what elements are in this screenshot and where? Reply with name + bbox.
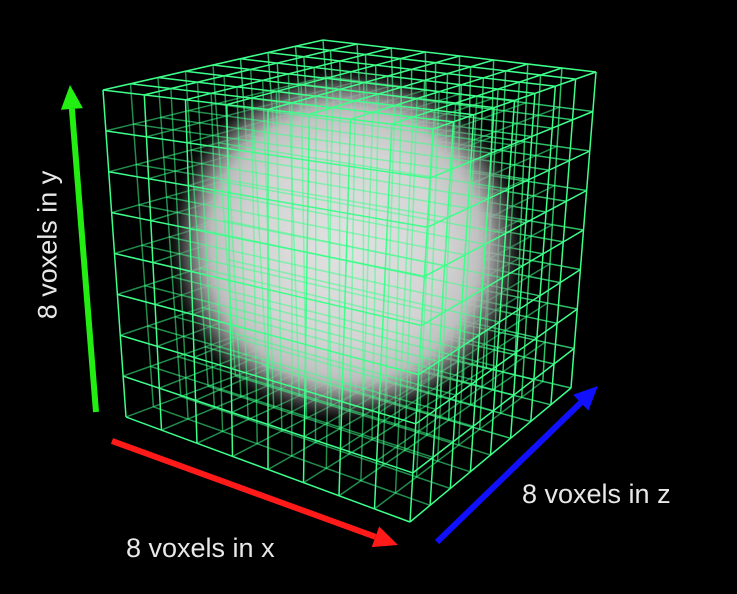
front-grid-lines — [102, 39, 597, 523]
grid-line-y — [360, 112, 374, 481]
grid-line-y — [338, 89, 341, 430]
grid-line-z — [415, 308, 578, 425]
grid-line-y — [196, 82, 216, 409]
grid-line-z — [412, 347, 575, 474]
y-axis-arrow-shaft — [68, 108, 99, 413]
grid-line-y — [542, 67, 563, 382]
z-axis-arrow-shaft — [434, 400, 583, 545]
grid-line-x — [207, 385, 471, 473]
y-axis-arrow — [60, 85, 99, 413]
grid-line-y — [382, 105, 396, 466]
grid-line-y — [236, 86, 249, 420]
grid-line-y — [250, 97, 258, 444]
grid-line-z — [418, 268, 581, 376]
grid-line-y — [275, 91, 283, 432]
z-axis-arrow — [434, 386, 598, 545]
x-axis-arrow-shaft — [110, 438, 377, 540]
y-axis-label: 8 voxels in y — [32, 170, 63, 320]
grid-line-z — [426, 150, 591, 228]
grid-line-y — [157, 77, 182, 397]
grid-line-y — [362, 82, 365, 416]
grid-line-x — [153, 406, 431, 507]
grid-line-y — [404, 98, 418, 451]
grid-line-y — [457, 96, 478, 446]
grid-line-y — [436, 103, 457, 462]
x-axis-arrow-head — [371, 526, 398, 548]
grid-line-y — [184, 71, 209, 387]
grid-line-y — [394, 117, 414, 493]
grid-line-y — [287, 73, 301, 396]
grid-line-z — [429, 110, 594, 179]
grid-line-y — [129, 83, 155, 407]
grid-line-y — [426, 91, 440, 436]
grid-line-y — [302, 114, 311, 483]
grid-line-y — [325, 107, 334, 469]
grid-line-z — [144, 43, 358, 96]
grid-line-z — [421, 229, 584, 327]
grid-line-y — [143, 94, 163, 431]
z-axis-label: 8 voxels in z — [522, 479, 671, 509]
grid-line-z — [102, 39, 324, 91]
axis-arrows — [60, 85, 598, 548]
grid-line-y — [170, 88, 189, 420]
grid-line-z — [432, 71, 597, 130]
grid-line-y — [373, 124, 393, 509]
x-axis-arrow — [110, 438, 398, 548]
grid-line-y — [394, 87, 403, 426]
grid-line-y — [371, 93, 380, 440]
grid-line-z — [226, 51, 426, 106]
grid-line-y — [338, 119, 352, 496]
grid-line-y — [212, 64, 237, 377]
grid-line-y — [210, 93, 224, 432]
y-axis-arrow-head — [60, 85, 83, 110]
grid-line-z — [185, 47, 392, 101]
grid-line-y — [325, 78, 332, 406]
z-axis-arrow-head — [573, 386, 598, 411]
grid-line-z — [391, 67, 563, 125]
grid-line-y — [415, 110, 436, 478]
x-axis-label: 8 voxels in x — [126, 533, 275, 563]
grid-line-z — [267, 55, 460, 111]
grid-line-y — [226, 104, 234, 457]
grid-line-y — [249, 69, 269, 386]
grid-line-y — [102, 89, 127, 418]
grid-line-z — [424, 189, 587, 278]
grid-line-z — [350, 63, 529, 121]
grid-line-z — [409, 387, 572, 523]
grid-line-z — [309, 59, 494, 116]
grid-line-y — [184, 99, 198, 444]
grid-line-y — [348, 100, 357, 455]
